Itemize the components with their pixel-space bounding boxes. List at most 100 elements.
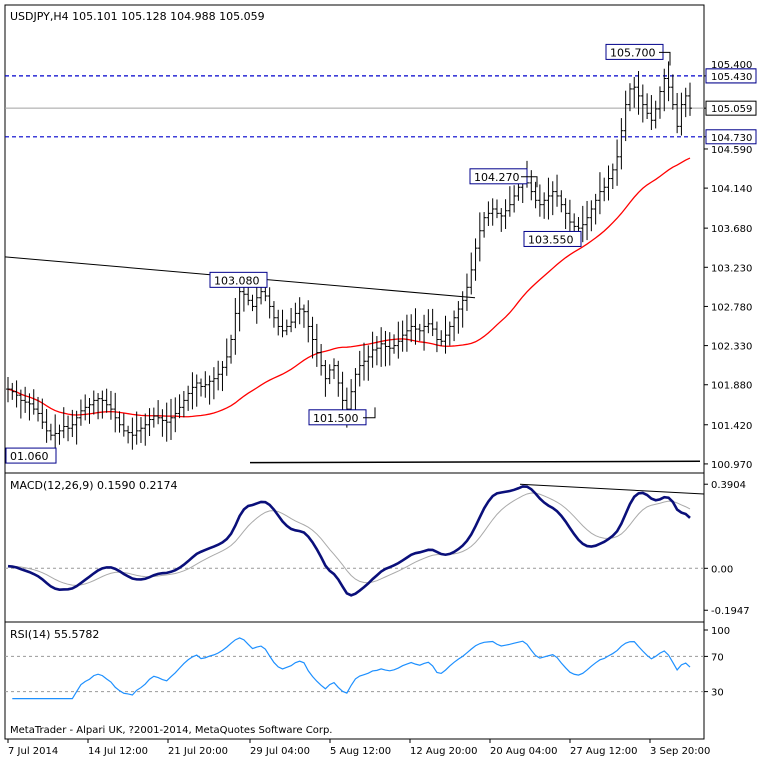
ohlc-bar [319, 344, 324, 376]
ohlc-bar [366, 345, 371, 381]
ohlc-bar [563, 198, 568, 230]
ohlc-bar [117, 411, 122, 433]
ohlc-bar [27, 393, 32, 421]
time-tick-label: 5 Aug 12:00 [330, 746, 391, 757]
ohlc-bar [374, 336, 379, 366]
ohlc-bar [331, 358, 336, 380]
ohlc-bar [400, 320, 405, 352]
ohlc-bar [138, 417, 143, 443]
time-tick-label: 21 Jul 20:00 [168, 746, 228, 757]
ohlc-bar [126, 425, 131, 444]
price-annotation-box [523, 230, 582, 247]
ohlc-bar [555, 174, 560, 207]
ohlc-bar [666, 61, 671, 102]
ohlc-bar [241, 283, 246, 312]
ohlc-bar [164, 402, 169, 442]
ohlc-bar [580, 205, 585, 243]
annotation-connector [363, 407, 376, 419]
rsi-tick-label: 70 [711, 652, 724, 663]
ohlc-bar [156, 400, 161, 425]
ohlc-bar [610, 163, 615, 190]
ohlc-bar [186, 385, 191, 411]
ohlc-bar [190, 372, 195, 410]
ohlc-bar [314, 323, 319, 367]
ohlc-bar [250, 294, 255, 312]
ohlc-bar [456, 301, 461, 334]
ohlc-bar [490, 198, 495, 226]
ohlc-bar [254, 284, 259, 324]
moving-average-line [7, 157, 691, 418]
ohlc-bar [392, 334, 397, 354]
price-tick-label: 100.970 [711, 460, 752, 471]
rsi-tick-label: 30 [711, 688, 724, 699]
ohlc-bar [409, 314, 414, 343]
ohlc-bar [627, 83, 632, 112]
ohlc-bar [36, 396, 41, 422]
macd-main-line [7, 485, 691, 597]
time-tick-label: 12 Aug 20:00 [410, 746, 477, 757]
ohlc-bar [130, 417, 135, 450]
ohlc-bar [387, 332, 392, 366]
ohlc-bar [546, 177, 551, 220]
ohlc-bar [473, 238, 478, 281]
ohlc-bar [229, 334, 234, 364]
ohlc-bar [23, 386, 28, 413]
ohlc-bar [14, 380, 19, 408]
ohlc-bar [602, 177, 607, 202]
ohlc-bar [357, 350, 362, 387]
ohlc-bar [645, 93, 650, 119]
rsi-pane-title: RSI(14) 55.5782 [10, 628, 99, 641]
ohlc-bar [499, 208, 504, 232]
ohlc-bar [267, 287, 272, 319]
support-trend-line [249, 460, 701, 464]
ohlc-bar [40, 398, 45, 429]
ohlc-bar [559, 190, 564, 213]
ohlc-bar [327, 364, 332, 385]
ohlc-bar [66, 415, 71, 442]
time-tick-label: 20 Aug 04:00 [490, 746, 557, 757]
ohlc-bar [10, 382, 15, 400]
ohlc-bar [74, 410, 79, 445]
ohlc-bar [679, 92, 684, 136]
price-pane-title: USDJPY,H4 105.101 105.128 104.988 105.05… [10, 10, 265, 23]
ohlc-bar [203, 371, 208, 398]
ohlc-bar [310, 316, 315, 359]
ohlc-bar [623, 90, 628, 142]
price-axis-label-box [705, 129, 757, 145]
ohlc-bar [362, 342, 367, 381]
price-annotation-label: 01.060 [10, 450, 49, 463]
ohlc-bar [507, 186, 512, 217]
ohlc-bar [18, 389, 23, 419]
ohlc-bar [289, 307, 294, 333]
ohlc-bar [91, 390, 96, 415]
macd-tick-label: -0.1947 [711, 606, 750, 617]
ohlc-bar [211, 367, 216, 400]
ohlc-bar [57, 424, 62, 445]
macd-trend-line [519, 483, 705, 495]
price-axis-label-box [705, 100, 757, 116]
ohlc-bar [168, 398, 173, 440]
ohlc-bar [653, 100, 658, 129]
ohlc-bar [486, 201, 491, 226]
time-tick-label: 7 Jul 2014 [8, 746, 58, 757]
ohlc-bar [469, 252, 474, 295]
ohlc-bar [199, 378, 204, 397]
time-tick-label: 3 Sep 20:00 [650, 746, 710, 757]
ohlc-bar [83, 394, 88, 421]
rsi-tick-label: 100 [711, 626, 730, 637]
ohlc-bar [87, 397, 92, 424]
ohlc-bar [662, 68, 667, 112]
ohlc-bar [61, 407, 66, 439]
ohlc-bar [31, 389, 36, 415]
ohlc-bar [280, 309, 285, 338]
ohlc-bar [619, 118, 624, 170]
ohlc-bar [434, 321, 439, 353]
price-tick-label: 105.059 [711, 104, 752, 115]
ohlc-bar [589, 200, 594, 232]
ohlc-bar [233, 297, 238, 355]
ohlc-bar [593, 193, 598, 225]
price-tick-label: 102.780 [711, 302, 752, 313]
